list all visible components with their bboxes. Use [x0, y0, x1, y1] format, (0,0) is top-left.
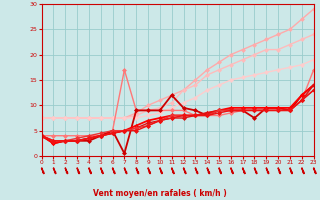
Text: Vent moyen/en rafales ( km/h ): Vent moyen/en rafales ( km/h ) [93, 189, 227, 198]
